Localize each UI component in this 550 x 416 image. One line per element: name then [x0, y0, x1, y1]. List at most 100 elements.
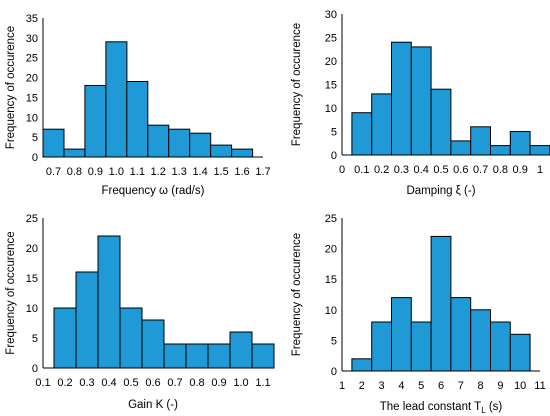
x-tick-label: 0: [339, 164, 345, 176]
histogram-bar: [351, 112, 373, 156]
x-tick-labels: 1 2 3 4 5 6 7 8 9 10 11: [339, 380, 546, 392]
y-tick-label: 5: [331, 127, 337, 139]
histogram-bar: [251, 343, 275, 369]
histogram-bar: [391, 297, 412, 372]
panel-frequency: 0 5 10 15 20 25 30 35 0.7 0.8 0.9 1.0 1.1 1.2 1.3 1.4 1…: [5, 13, 271, 197]
histogram-bar: [351, 358, 373, 372]
y-tick-label: 15: [325, 80, 337, 92]
y-tick-label: 5: [32, 132, 38, 144]
x-tick-label: 0.7: [167, 377, 182, 389]
y-tick-label: 5: [32, 333, 38, 345]
y-tick-label: 0: [331, 366, 337, 378]
x-tick-label: 0.8: [189, 377, 204, 389]
histogram-bar: [53, 307, 77, 369]
x-tick-label: 9: [497, 380, 503, 392]
panel-gain: 0 5 10 15 20 25 0.1 0.2 0.3 0.4 0.5 0.6 0.7 0.8 0.9 1.…: [5, 213, 275, 411]
histogram-bar: [63, 148, 86, 158]
panel-lead-constant: 0 5 10 15 20 25 1 2 3 4 5 6 7 8 9 10 11 Frequency of oc…: [291, 213, 546, 415]
x-tick-label: 10: [514, 380, 526, 392]
y-axis-label: Frequency of occurence: [291, 23, 303, 146]
x-tick-label: 1.7: [255, 166, 270, 178]
x-axis-label: Damping ξ (-): [406, 185, 475, 197]
histogram-bar: [105, 41, 128, 158]
x-tick-label: 0.9: [88, 166, 103, 178]
x-tick-label: 1.2: [151, 166, 166, 178]
y-tick-label: 25: [325, 213, 337, 225]
y-tick-label: 20: [26, 73, 38, 85]
x-tick-label: 5: [418, 380, 424, 392]
histogram-bar: [371, 93, 393, 156]
y-tick-labels: 0 5 10 15 20 25: [325, 213, 337, 378]
bars: [53, 235, 275, 369]
histogram-bar: [509, 131, 531, 156]
histogram-bar: [84, 85, 107, 158]
bars: [351, 235, 531, 372]
x-axis-label-subscript: L: [481, 406, 486, 415]
x-tick-label: 4: [398, 380, 404, 392]
histogram-bar: [410, 46, 432, 156]
x-tick-label: 0.2: [57, 377, 72, 389]
y-tick-label: 0: [32, 152, 38, 164]
x-axis-label: The lead constant TL (s): [380, 401, 503, 415]
bars: [351, 41, 550, 156]
x-tick-labels: 0.1 0.2 0.3 0.4 0.5 0.6 0.7 0.8 0.9 1.0 1.1: [35, 377, 270, 389]
x-tick-label: 0.1: [35, 377, 50, 389]
x-tick-label: 0.6: [453, 164, 468, 176]
histogram-bar: [185, 343, 209, 369]
x-tick-label: 2: [359, 380, 365, 392]
x-tick-label: 1: [339, 380, 345, 392]
y-tick-label: 0: [331, 150, 337, 162]
y-axis-label: Frequency of occurence: [5, 231, 17, 354]
y-axis-label: Frequency of occurence: [291, 233, 303, 356]
y-tick-label: 10: [325, 305, 337, 317]
panel-damping: 0 5 10 15 20 25 30 0 0.1 0.2 0.3 0.4 0.5 0.6 0.7 0.8 0.…: [291, 9, 550, 197]
x-axis-label: Gain K (-): [128, 399, 178, 411]
x-tick-label: 1.0: [233, 377, 248, 389]
x-tick-label: 0.7: [473, 164, 488, 176]
x-tick-label: 0.5: [433, 164, 448, 176]
x-tick-label: 0.4: [101, 377, 116, 389]
y-tick-label: 10: [325, 103, 337, 115]
histogram-bar: [229, 331, 253, 369]
histogram-bar: [430, 235, 452, 372]
x-tick-label: 0.9: [513, 164, 528, 176]
x-axis-label-main: The lead constant T: [380, 401, 481, 413]
x-tick-label: 6: [438, 380, 444, 392]
x-tick-label: 1.0: [109, 166, 124, 178]
y-tick-label: 25: [325, 33, 337, 45]
histogram-bar: [450, 140, 472, 156]
histogram-bar: [470, 309, 492, 372]
bars: [42, 41, 254, 158]
x-tick-label: 0.3: [79, 377, 94, 389]
x-tick-label: 3: [379, 380, 385, 392]
histogram-bar: [147, 124, 170, 158]
x-tick-label: 0.9: [211, 377, 226, 389]
histogram-bar: [450, 297, 472, 372]
histogram-bar: [430, 88, 452, 156]
x-tick-label: 1.3: [172, 166, 187, 178]
x-tick-label: 0.8: [67, 166, 82, 178]
histogram-bar: [141, 319, 165, 369]
x-axis-label-unit: (s): [486, 401, 503, 413]
x-tick-label: 0.8: [493, 164, 508, 176]
x-tick-label: 1.6: [234, 166, 249, 178]
histogram-bar: [371, 321, 393, 372]
histogram-bar: [75, 271, 99, 369]
histogram-bar: [210, 144, 233, 158]
y-tick-labels: 0 5 10 15 20 25: [26, 213, 38, 375]
y-tick-labels: 0 5 10 15 20 25 30 35: [26, 13, 38, 164]
y-tick-labels: 0 5 10 15 20 25 30: [325, 9, 337, 162]
x-tick-label: 0.3: [394, 164, 409, 176]
y-tick-label: 10: [26, 303, 38, 315]
x-tick-label: 0.2: [374, 164, 389, 176]
histogram-bar: [509, 333, 531, 372]
histogram-bar: [97, 235, 121, 369]
x-tick-label: 11: [534, 380, 545, 392]
y-tick-label: 25: [26, 213, 38, 225]
x-tick-labels: 0.7 0.8 0.9 1.0 1.1 1.2 1.3 1.4 1.5 1.6 1.7: [46, 166, 271, 178]
x-tick-label: 0.6: [145, 377, 160, 389]
histogram-bar: [470, 126, 492, 156]
x-tick-label: 8: [478, 380, 484, 392]
x-tick-label: 1.4: [192, 166, 207, 178]
